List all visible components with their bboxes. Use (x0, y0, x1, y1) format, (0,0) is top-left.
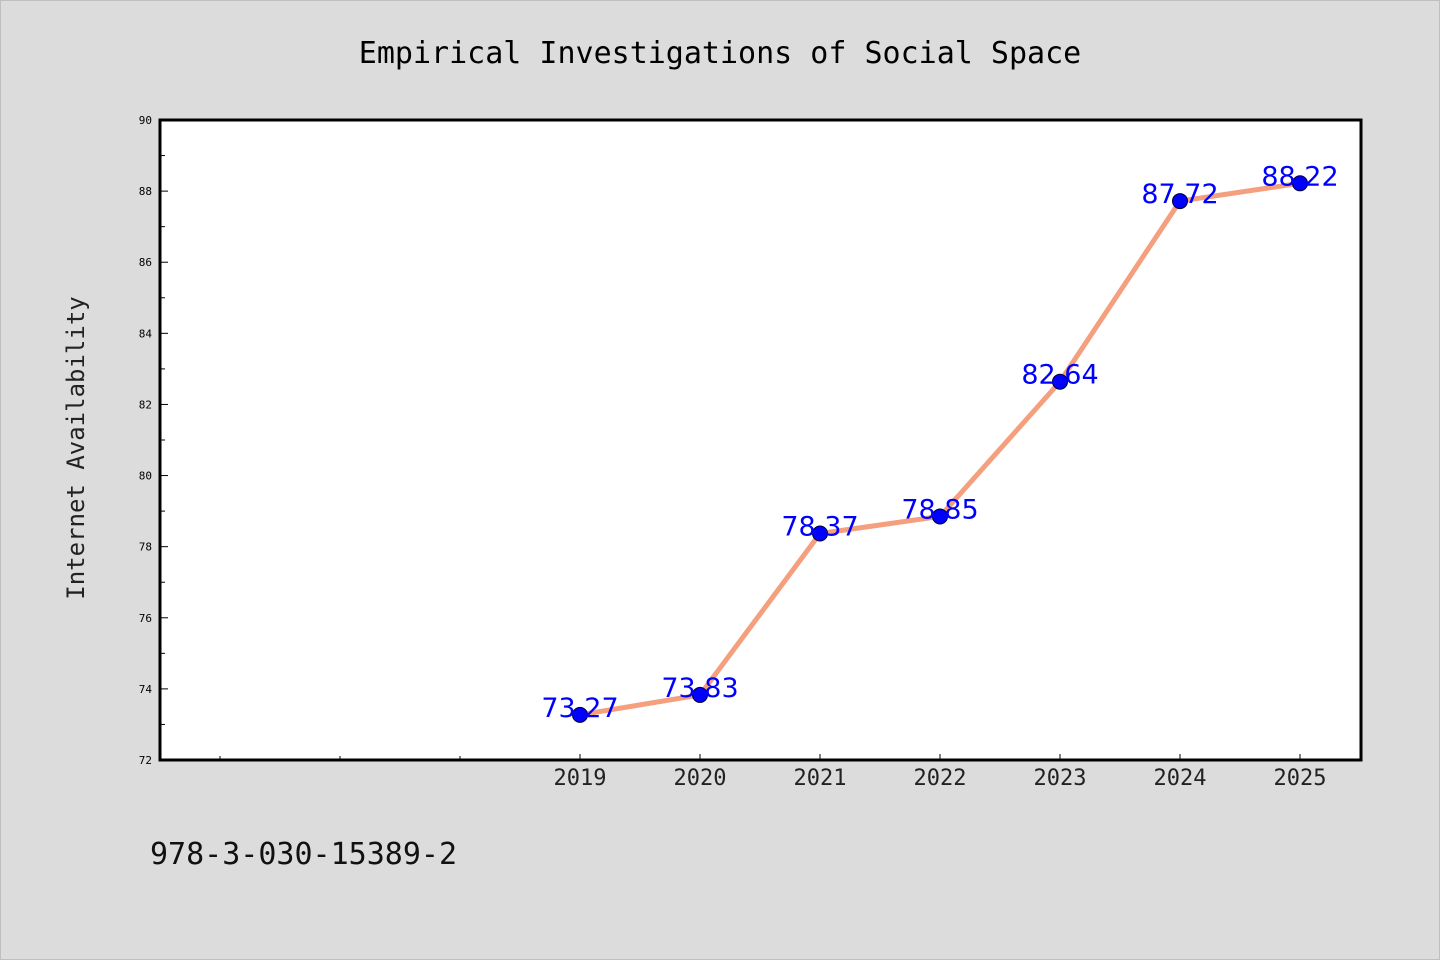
data-label: 78.85 (901, 494, 978, 525)
chart-title: Empirical Investigations of Social Space (359, 36, 1081, 71)
y-tick-label: 72 (139, 754, 152, 767)
y-axis-label: Internet Availability (62, 296, 90, 599)
data-point (812, 525, 828, 542)
data-label: 88.22 (1261, 161, 1338, 192)
data-point (1292, 175, 1308, 192)
data-point (1172, 193, 1188, 210)
x-axis-ticks: 2019 2020 2021 2022 2023 2024 2025 (219, 754, 1327, 791)
y-tick-label: 78 (139, 541, 152, 554)
data-point (572, 706, 588, 723)
x-tick-label: 2022 (914, 766, 967, 791)
x-tick-label: 2023 (1034, 766, 1087, 791)
x-tick-label: 2025 (1274, 766, 1327, 791)
y-tick-label: 86 (139, 256, 152, 269)
data-label: 82.64 (1021, 360, 1098, 391)
data-label: 87.72 (1141, 179, 1218, 210)
y-tick-label: 74 (139, 683, 153, 696)
footer-isbn: 978-3-030-15389-2 (150, 837, 457, 872)
y-tick-label: 76 (139, 612, 152, 625)
y-tick-label: 84 (139, 327, 153, 340)
y-tick-label: 88 (139, 185, 152, 198)
data-label: 73.27 (541, 693, 618, 724)
data-point (1052, 373, 1068, 390)
x-tick-label: 2024 (1154, 766, 1207, 791)
data-label: 73.83 (661, 673, 738, 704)
data-markers (572, 175, 1308, 723)
data-label: 78.37 (781, 512, 858, 543)
data-labels: 73.27 73.83 78.37 78.85 82.64 87.72 88.22 (541, 161, 1338, 724)
y-tick-label: 82 (139, 398, 152, 411)
plot-frame (158, 118, 1363, 762)
plot-area (160, 120, 1361, 760)
x-tick-label: 2021 (794, 766, 847, 791)
x-tick-label: 2020 (674, 766, 727, 791)
y-tick-label: 80 (139, 470, 152, 483)
y-tick-label: 90 (139, 114, 152, 127)
data-point (692, 686, 708, 703)
data-point (932, 508, 948, 525)
x-tick-label: 2019 (554, 766, 607, 791)
